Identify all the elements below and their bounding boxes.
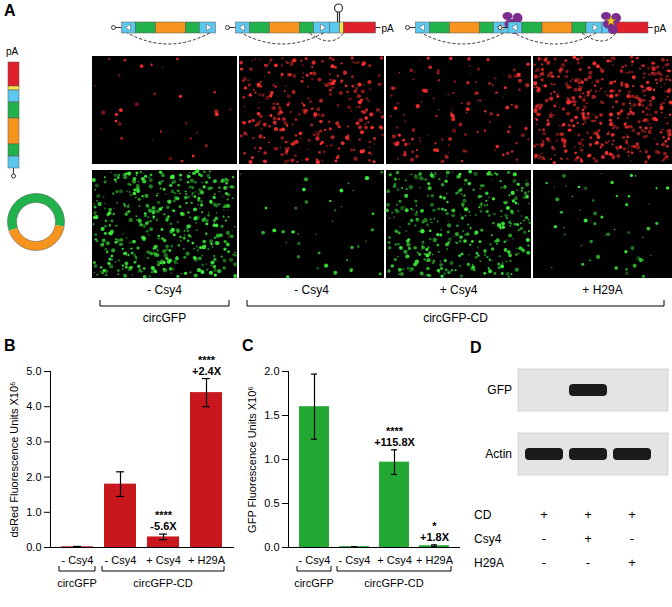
svg-text:GFP: GFP <box>487 383 512 397</box>
svg-text:CD: CD <box>474 508 492 522</box>
svg-text:circGFP-CD: circGFP-CD <box>423 311 488 325</box>
svg-text:dsRed Fluorescence Units X10⁶: dsRed Fluorescence Units X10⁶ <box>8 381 20 537</box>
svg-text:circGFP-CD: circGFP-CD <box>133 577 192 589</box>
svg-text:circGFP: circGFP <box>294 577 334 589</box>
svg-text:pA: pA <box>6 46 19 57</box>
svg-text:Actin: Actin <box>485 447 512 461</box>
svg-text:1.0: 1.0 <box>26 506 41 518</box>
svg-text:0.5: 0.5 <box>264 497 279 509</box>
html-text:B: B <box>4 337 16 354</box>
svg-text:****+115.8X: ****+115.8X <box>374 425 415 448</box>
svg-text:- Csy4: - Csy4 <box>62 554 94 566</box>
svg-text:2.0: 2.0 <box>26 471 41 483</box>
svg-text:+: + <box>584 507 592 522</box>
svg-text:+: + <box>628 555 636 570</box>
svg-text:0.0: 0.0 <box>264 541 279 553</box>
svg-text:-: - <box>586 555 590 570</box>
svg-text:- Csy4: - Csy4 <box>299 554 331 566</box>
svg-text:circGFP: circGFP <box>143 311 186 325</box>
svg-text:*+1.8X: *+1.8X <box>420 520 450 543</box>
svg-text:-: - <box>542 531 546 546</box>
svg-text:- Csy4: - Csy4 <box>294 283 329 297</box>
svg-text:+: + <box>540 507 548 522</box>
svg-text:4.0: 4.0 <box>26 400 41 412</box>
svg-text:+ Csy4: + Csy4 <box>440 283 478 297</box>
svg-text:- Csy4: - Csy4 <box>339 554 371 566</box>
svg-text:- Csy4: - Csy4 <box>105 554 137 566</box>
svg-text:circGFP: circGFP <box>57 577 97 589</box>
svg-text:****-5.6X: ****-5.6X <box>150 509 177 532</box>
svg-text:+ H29A: + H29A <box>416 554 454 566</box>
svg-text:H29A: H29A <box>474 556 504 570</box>
svg-text:3.0: 3.0 <box>26 435 41 447</box>
svg-text:-: - <box>630 531 634 546</box>
svg-text:pA: pA <box>654 23 667 34</box>
svg-text:+ Csy4: + Csy4 <box>377 554 412 566</box>
svg-text:D: D <box>470 339 482 356</box>
svg-text:pA: pA <box>382 23 395 34</box>
svg-text:circGFP-CD: circGFP-CD <box>364 577 423 589</box>
svg-text:1.5: 1.5 <box>264 409 279 421</box>
svg-text:A: A <box>4 2 16 19</box>
svg-text:+ H29A: + H29A <box>188 554 226 566</box>
svg-text:2.0: 2.0 <box>264 365 279 377</box>
svg-text:1.0: 1.0 <box>264 453 279 465</box>
svg-text:Csy4: Csy4 <box>474 532 502 546</box>
svg-text:+ H29A: + H29A <box>582 283 622 297</box>
svg-text:+: + <box>628 507 636 522</box>
svg-text:+ Csy4: + Csy4 <box>146 554 181 566</box>
svg-text:****+2.4X: ****+2.4X <box>192 354 222 377</box>
svg-text:GFP Fluorescence Units X10⁶: GFP Fluorescence Units X10⁶ <box>246 386 258 533</box>
svg-text:5.0: 5.0 <box>26 365 41 377</box>
svg-text:0.0: 0.0 <box>26 541 41 553</box>
svg-text:- Csy4: - Csy4 <box>147 283 182 297</box>
svg-text:+: + <box>584 531 592 546</box>
html-text:C: C <box>242 337 254 354</box>
svg-text:-: - <box>542 555 546 570</box>
